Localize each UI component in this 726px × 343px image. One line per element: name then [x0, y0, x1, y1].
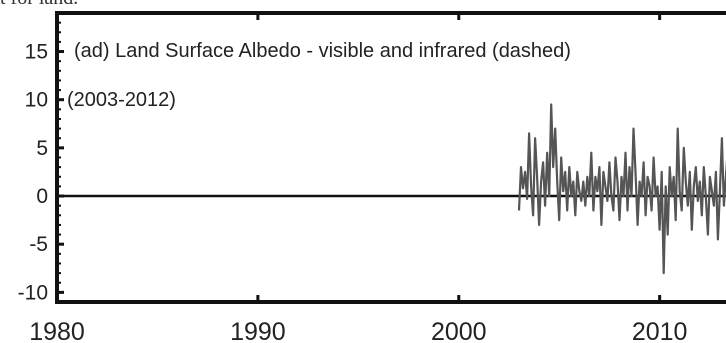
y-tick-label: -10	[18, 281, 48, 304]
chart-title-group: (ad) Land Surface Albedo - visible and i…	[67, 40, 571, 111]
y-tick-label: -5	[29, 233, 48, 256]
x-tick-labels: 1980 1990 2000 2010	[29, 318, 687, 343]
y-tick-labels: 15 10 5 0 -5 -10	[18, 41, 48, 305]
x-tick-label: 2010	[632, 318, 688, 343]
y-tick-label: 5	[36, 137, 48, 160]
x-tick-label: 1990	[230, 318, 286, 343]
y-tick-label: 15	[25, 41, 48, 64]
y-tick-label: 10	[25, 89, 48, 112]
chart-title: (ad) Land Surface Albedo - visible and i…	[74, 40, 571, 62]
caption-fragment: t for land.	[0, 0, 78, 10]
x-tick-label: 1980	[29, 318, 85, 343]
series-line-albedo	[517, 103, 726, 275]
y-tick-label: 0	[36, 185, 48, 208]
chart-subtitle: (2003-2012)	[67, 89, 176, 111]
x-tick-label: 2000	[431, 318, 487, 343]
